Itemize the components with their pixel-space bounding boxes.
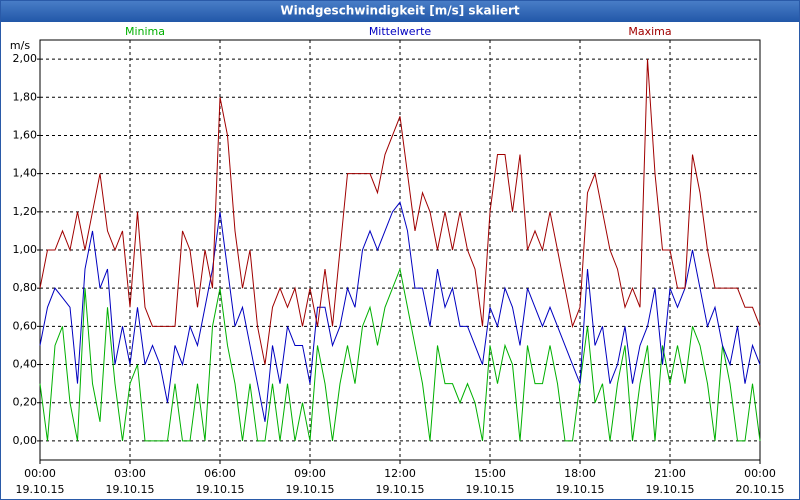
y-tick-label: 1,20	[13, 205, 38, 218]
y-tick-label: 0,60	[13, 319, 38, 332]
x-tick-date: 19.10.15	[466, 483, 515, 496]
x-tick-label: 03:00	[114, 467, 146, 480]
y-tick-label: 1,00	[13, 243, 38, 256]
y-tick-label: 1,40	[13, 167, 38, 180]
y-tick-label: 0,80	[13, 281, 38, 294]
series-line	[39, 59, 761, 365]
x-tick-date: 19.10.15	[556, 483, 605, 496]
x-tick-label: 00:00	[744, 467, 776, 480]
y-tick-label: 1,60	[13, 128, 38, 141]
y-tick-label: 0,40	[13, 358, 38, 371]
x-tick-label: 00:00	[24, 467, 56, 480]
chart-title: Windgeschwindigkeit [m/s] skaliert	[280, 4, 520, 18]
series-line	[39, 267, 761, 442]
y-tick-label: 0,00	[13, 434, 38, 447]
x-tick-date: 19.10.15	[286, 483, 335, 496]
x-tick-label: 12:00	[384, 467, 416, 480]
x-tick-date: 19.10.15	[646, 483, 695, 496]
y-tick-label: 2,00	[13, 52, 38, 65]
legend-label: Maxima	[628, 25, 671, 38]
x-tick-label: 06:00	[204, 467, 236, 480]
title-bar	[0, 0, 800, 22]
x-tick-label: 21:00	[654, 467, 686, 480]
x-tick-date: 19.10.15	[106, 483, 155, 496]
y-tick-label: 1,80	[13, 90, 38, 103]
x-tick-label: 18:00	[564, 467, 596, 480]
x-tick-label: 09:00	[294, 467, 326, 480]
x-tick-date: 20.10.15	[736, 483, 785, 496]
x-tick-date: 19.10.15	[196, 483, 245, 496]
legend-label: Mittelwerte	[369, 25, 432, 38]
x-tick-date: 19.10.15	[16, 483, 65, 496]
y-tick-label: 0,20	[13, 396, 38, 409]
x-tick-date: 19.10.15	[376, 483, 425, 496]
y-unit: m/s	[10, 39, 30, 52]
legend-label: Minima	[125, 25, 165, 38]
series-line	[39, 201, 761, 422]
x-tick-label: 15:00	[474, 467, 506, 480]
